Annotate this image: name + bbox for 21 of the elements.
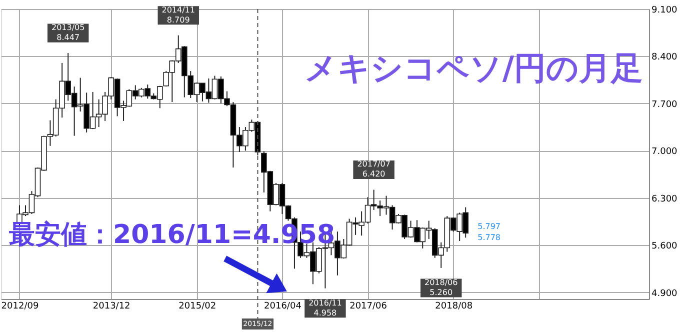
text: メキシコペソ/円の月足 bbox=[304, 49, 643, 87]
y-tick-label: 9.100 bbox=[652, 6, 678, 16]
x-tick-label: 2018/08 bbox=[435, 302, 473, 312]
y-tick-label: 6.300 bbox=[652, 194, 678, 204]
y-tick-label: 4.900 bbox=[652, 288, 678, 299]
y-tick-label: 7.000 bbox=[652, 147, 678, 158]
annotation: 2018/06 5.260 bbox=[424, 278, 458, 297]
annotation: 2014/11 8.709 bbox=[162, 5, 195, 24]
annotation: 5.797 bbox=[478, 222, 501, 231]
y-tick-label: 7.700 bbox=[652, 100, 678, 110]
x-tick-label: 2012/09 bbox=[1, 302, 39, 312]
annotation: 2016/11 4.958 bbox=[308, 298, 342, 318]
x-tick-label: 2017/06 bbox=[350, 302, 388, 312]
y-tick-label: 5.600 bbox=[652, 242, 678, 252]
y-tick-label: 8.400 bbox=[652, 52, 678, 63]
x-tick-label: 2016/04 bbox=[264, 302, 302, 312]
annotation: 2013/05 8.447 bbox=[51, 23, 85, 42]
x-tick-label: 2015/02 bbox=[178, 302, 216, 312]
annotation: 5.778 bbox=[478, 233, 501, 242]
annotation: 2017/07 6.420 bbox=[357, 160, 390, 179]
x-tick-label: 2013/12 bbox=[92, 302, 130, 312]
